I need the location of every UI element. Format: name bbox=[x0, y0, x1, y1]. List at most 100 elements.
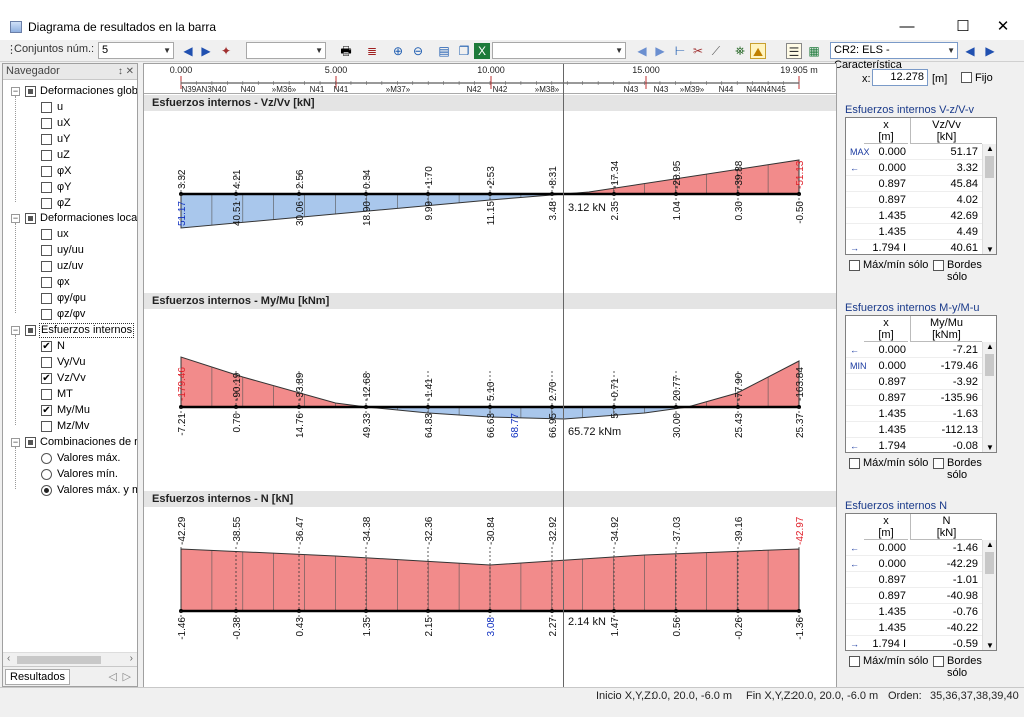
result-row[interactable]: 0.897 -135.96 bbox=[846, 390, 982, 406]
scroll-thumb[interactable] bbox=[17, 656, 101, 664]
result-row[interactable]: ← 1.794 -0.08 bbox=[846, 438, 982, 452]
checkbox-checked[interactable]: ✔ bbox=[41, 405, 52, 416]
tree-group-internal-forces[interactable]: − Esfuerzos internos bbox=[3, 323, 137, 338]
result-row[interactable]: 0.897 45.84 bbox=[846, 176, 982, 192]
checkbox[interactable] bbox=[41, 261, 52, 272]
result-row[interactable]: 1.435 -40.22 bbox=[846, 620, 982, 636]
maxmin-only-checkbox[interactable] bbox=[849, 656, 860, 667]
edges-only-checkbox[interactable] bbox=[933, 458, 944, 469]
scroll-down-icon[interactable]: ▼ bbox=[986, 443, 994, 452]
collapse-icon[interactable]: − bbox=[11, 325, 20, 335]
result-row[interactable]: → 1.794 I 40.61 bbox=[846, 240, 982, 254]
result-row[interactable]: → 1.794 I -0.59 bbox=[846, 636, 982, 650]
scroll-thumb[interactable] bbox=[985, 354, 994, 376]
result-row[interactable]: 1.435 -0.76 bbox=[846, 604, 982, 620]
result-row[interactable]: ← 0.000 -1.46 bbox=[846, 540, 982, 556]
checkbox[interactable] bbox=[41, 166, 52, 177]
display-icon[interactable]: ⛰ bbox=[750, 43, 766, 59]
diagram-icon[interactable]: ≣ bbox=[366, 44, 378, 58]
radio-button-selected[interactable] bbox=[41, 485, 52, 496]
radio-button[interactable] bbox=[41, 469, 52, 480]
collapse-icon[interactable]: − bbox=[11, 437, 20, 447]
next-icon[interactable]: ▶ bbox=[201, 44, 211, 58]
checkbox[interactable] bbox=[41, 421, 52, 432]
radio-button[interactable] bbox=[41, 453, 52, 464]
tri-state-checkbox[interactable] bbox=[25, 86, 36, 97]
excel-icon[interactable]: X bbox=[474, 43, 490, 59]
list-icon[interactable]: ☰ bbox=[786, 43, 802, 59]
combo-empty-1[interactable]: ▼ bbox=[246, 42, 326, 59]
fixed-checkbox[interactable] bbox=[961, 72, 972, 83]
maxmin-only-checkbox[interactable] bbox=[849, 260, 860, 271]
scroll-up-icon[interactable]: ▲ bbox=[986, 342, 994, 351]
close-button[interactable]: ✕ bbox=[996, 18, 1010, 35]
scroll-left-icon[interactable]: ‹ bbox=[7, 653, 11, 664]
table-icon[interactable]: ▤ bbox=[438, 44, 450, 58]
prev-icon[interactable]: ◀ bbox=[637, 44, 647, 58]
tri-state-checkbox[interactable] bbox=[25, 325, 36, 336]
tree-group-local-deformations[interactable]: − Deformaciones locale bbox=[3, 211, 137, 226]
tri-state-checkbox[interactable] bbox=[25, 437, 36, 448]
result-row[interactable]: 0.897 4.02 bbox=[846, 192, 982, 208]
pick-icon[interactable]: ✦ bbox=[220, 44, 232, 58]
checkbox[interactable] bbox=[41, 277, 52, 288]
cursor-line[interactable] bbox=[563, 64, 564, 688]
next-tab-icon[interactable]: ▷ bbox=[122, 671, 131, 683]
tree-group-result-combinations[interactable]: − Combinaciones de re bbox=[3, 435, 137, 450]
prev-tab-icon[interactable]: ◁ bbox=[108, 671, 117, 683]
cut-icon[interactable]: ✂ bbox=[692, 44, 704, 58]
result-row[interactable]: 1.435 4.49 bbox=[846, 224, 982, 240]
checkbox[interactable] bbox=[41, 118, 52, 129]
prev-icon[interactable]: ◀ bbox=[965, 44, 975, 58]
pin-close-icon[interactable]: ↕ ✕ bbox=[117, 66, 134, 77]
result-row[interactable]: ← 0.000 -42.29 bbox=[846, 556, 982, 572]
checkbox-checked[interactable]: ✔ bbox=[41, 373, 52, 384]
result-row[interactable]: ← 0.000 -7.21 bbox=[846, 342, 982, 358]
table-vertical-scrollbar[interactable]: ▲ ▼ bbox=[982, 144, 996, 254]
navigator-horizontal-scrollbar[interactable]: ‹ › bbox=[3, 652, 137, 666]
checkbox[interactable] bbox=[41, 293, 52, 304]
checkbox[interactable] bbox=[41, 229, 52, 240]
tree-group-global-deformations[interactable]: − Deformaciones globa bbox=[3, 84, 137, 99]
checkbox[interactable] bbox=[41, 357, 52, 368]
maxmin-only-checkbox[interactable] bbox=[849, 458, 860, 469]
result-row[interactable]: 1.435 -112.13 bbox=[846, 422, 982, 438]
collapse-icon[interactable]: − bbox=[11, 213, 20, 223]
zoom-in-icon[interactable]: ⊕ bbox=[392, 44, 404, 58]
print-icon[interactable]: 🖶 bbox=[340, 44, 352, 58]
result-row[interactable]: 0.897 -40.98 bbox=[846, 588, 982, 604]
load-combination-combo[interactable]: CR2: ELS - Característica ▼ bbox=[830, 42, 958, 71]
tri-state-checkbox[interactable] bbox=[25, 213, 36, 224]
tab-resultados[interactable]: Resultados bbox=[5, 669, 71, 685]
result-row[interactable]: 0.897 -1.01 bbox=[846, 572, 982, 588]
table-vertical-scrollbar[interactable]: ▲ ▼ bbox=[982, 540, 996, 650]
scroll-thumb[interactable] bbox=[985, 156, 994, 178]
scroll-down-icon[interactable]: ▼ bbox=[986, 245, 994, 254]
copy-icon[interactable]: ❐ bbox=[458, 44, 470, 58]
scroll-down-icon[interactable]: ▼ bbox=[986, 641, 994, 650]
scroll-right-icon[interactable]: › bbox=[129, 653, 133, 664]
checkbox[interactable] bbox=[41, 182, 52, 193]
checkbox[interactable] bbox=[41, 134, 52, 145]
result-row[interactable]: MIN 0.000 -179.46 bbox=[846, 358, 982, 374]
x-coordinate-input[interactable]: 12.278 bbox=[872, 69, 928, 86]
minimize-button[interactable]: — bbox=[899, 18, 915, 35]
zoom-out-icon[interactable]: ⊖ bbox=[412, 44, 424, 58]
prev-icon[interactable]: ◀ bbox=[183, 44, 193, 58]
checkbox[interactable] bbox=[41, 198, 52, 209]
conjuntos-combo[interactable]: 5 ▼ bbox=[98, 42, 174, 59]
collapse-icon[interactable]: − bbox=[11, 86, 20, 96]
next-icon[interactable]: ▶ bbox=[655, 44, 665, 58]
measure-icon[interactable]: ⟋ bbox=[711, 44, 721, 58]
values-icon[interactable]: ▦ bbox=[808, 44, 820, 58]
checkbox-checked[interactable]: ✔ bbox=[41, 341, 52, 352]
result-row[interactable]: 1.435 42.69 bbox=[846, 208, 982, 224]
checkbox[interactable] bbox=[41, 389, 52, 400]
scroll-up-icon[interactable]: ▲ bbox=[986, 144, 994, 153]
edges-only-checkbox[interactable] bbox=[933, 656, 944, 667]
result-row[interactable]: 0.897 -3.92 bbox=[846, 374, 982, 390]
edges-only-checkbox[interactable] bbox=[933, 260, 944, 271]
maximize-button[interactable]: ☐ bbox=[956, 18, 970, 35]
checkbox[interactable] bbox=[41, 245, 52, 256]
result-row[interactable]: ← 0.000 3.32 bbox=[846, 160, 982, 176]
